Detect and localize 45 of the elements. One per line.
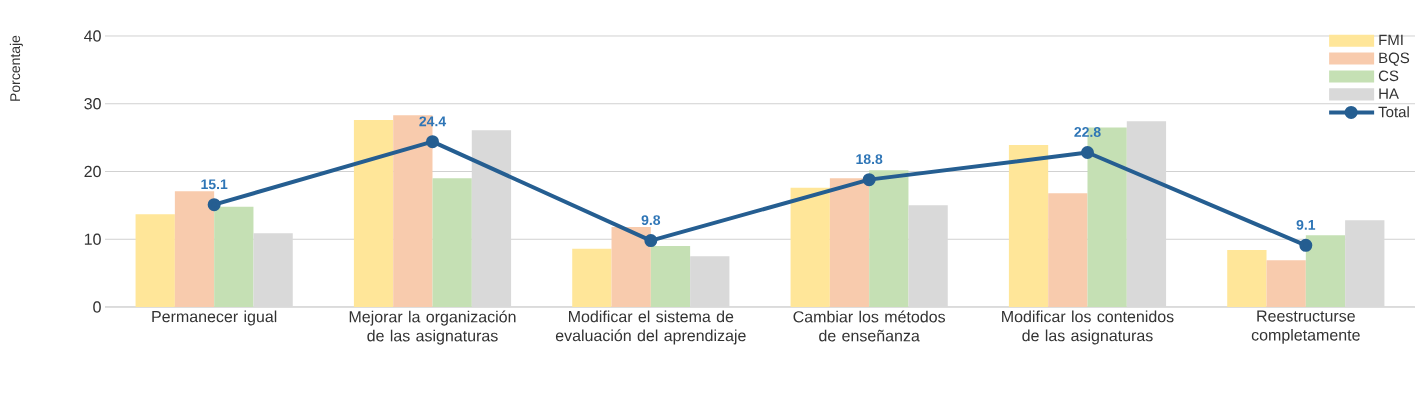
data-label: 18.8 bbox=[856, 154, 883, 165]
bar bbox=[432, 178, 472, 307]
bar bbox=[790, 187, 830, 307]
bar bbox=[1305, 235, 1346, 307]
legend-label: FMI bbox=[1379, 34, 1403, 46]
y-axis-title: Porcentaje bbox=[9, 35, 23, 101]
bar bbox=[650, 246, 691, 307]
x-tick-label: Modificar el sistema de evaluación del aprendizaje bbox=[555, 310, 746, 345]
bar bbox=[174, 191, 215, 307]
data-label: 24.4 bbox=[419, 116, 447, 127]
bar bbox=[572, 248, 612, 307]
bar bbox=[869, 170, 909, 307]
y-tick-label: 40 bbox=[84, 30, 101, 42]
x-tick-label: Modificar los contenidos de las asignaturas bbox=[1002, 310, 1174, 345]
point bbox=[1299, 238, 1313, 252]
legend-label: BQS bbox=[1379, 52, 1410, 66]
x-tick-label: Mejorar la organización de las asignaturas bbox=[349, 310, 516, 345]
legend-label: HA bbox=[1379, 88, 1399, 99]
x-tick-label: Reestructurse completamente bbox=[1251, 310, 1360, 344]
data-label: 15.1 bbox=[201, 179, 228, 190]
bar bbox=[611, 227, 651, 307]
point bbox=[644, 234, 658, 248]
point bbox=[1080, 146, 1094, 160]
point bbox=[207, 198, 221, 212]
y-tick-label: 0 bbox=[93, 301, 101, 313]
point bbox=[426, 135, 439, 149]
data-label: 9.1 bbox=[1296, 219, 1316, 230]
bar bbox=[1227, 250, 1267, 307]
legend-label: Total bbox=[1378, 106, 1409, 118]
bar bbox=[829, 178, 870, 307]
bar bbox=[1048, 193, 1088, 307]
y-tick-label: 20 bbox=[84, 165, 101, 178]
x-tick-label: Permanecer igual bbox=[152, 310, 277, 326]
bar bbox=[1266, 260, 1306, 307]
data-label: 22.8 bbox=[1074, 127, 1101, 138]
y-tick-label: 30 bbox=[84, 98, 101, 110]
x-tick-label: Cambiar los métodos de enseñanza bbox=[793, 310, 946, 342]
bar bbox=[1008, 145, 1049, 307]
bar bbox=[214, 206, 254, 307]
bar bbox=[135, 214, 175, 307]
bar bbox=[353, 120, 394, 307]
data-label: 9.8 bbox=[641, 215, 661, 226]
y-tick-label: 10 bbox=[84, 233, 101, 245]
point bbox=[862, 173, 876, 187]
legend-label: CS bbox=[1378, 70, 1399, 82]
